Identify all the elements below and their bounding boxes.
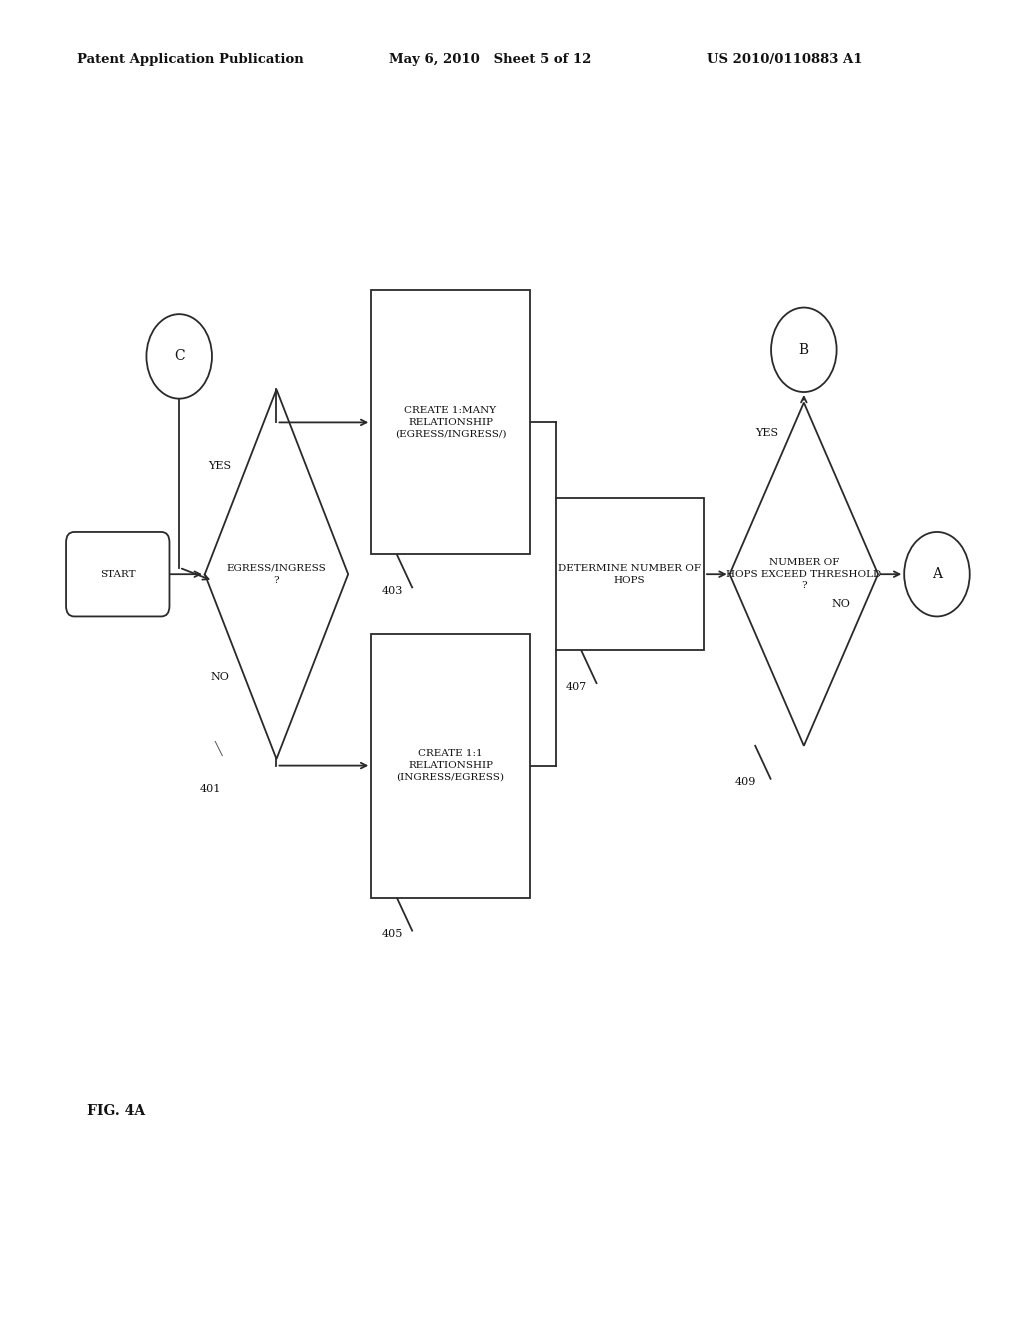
Text: 405: 405 <box>381 929 402 940</box>
Text: 409: 409 <box>735 777 756 788</box>
Bar <box>371 634 530 898</box>
Text: NUMBER OF
HOPS EXCEED THRESHOLD
?: NUMBER OF HOPS EXCEED THRESHOLD ? <box>726 558 882 590</box>
Text: 403: 403 <box>381 586 402 597</box>
Text: FIG. 4A: FIG. 4A <box>87 1105 145 1118</box>
Text: NO: NO <box>211 672 229 682</box>
Text: 407: 407 <box>565 681 587 692</box>
Text: YES: YES <box>755 428 778 438</box>
Bar <box>371 290 530 554</box>
Bar <box>555 499 705 651</box>
Text: DETERMINE NUMBER OF
HOPS: DETERMINE NUMBER OF HOPS <box>558 564 701 585</box>
Text: CREATE 1:1
RELATIONSHIP
(INGRESS/EGRESS): CREATE 1:1 RELATIONSHIP (INGRESS/EGRESS) <box>396 750 505 781</box>
Text: START: START <box>100 570 135 578</box>
Text: Patent Application Publication: Patent Application Publication <box>77 53 303 66</box>
Text: NO: NO <box>831 599 850 610</box>
Text: EGRESS/INGRESS
?: EGRESS/INGRESS ? <box>226 564 327 585</box>
Text: C: C <box>174 350 184 363</box>
Text: May 6, 2010   Sheet 5 of 12: May 6, 2010 Sheet 5 of 12 <box>389 53 592 66</box>
Text: CREATE 1:MANY
RELATIONSHIP
(EGRESS/INGRESS/): CREATE 1:MANY RELATIONSHIP (EGRESS/INGRE… <box>395 407 506 438</box>
FancyBboxPatch shape <box>66 532 170 616</box>
Text: B: B <box>799 343 809 356</box>
Text: US 2010/0110883 A1: US 2010/0110883 A1 <box>707 53 862 66</box>
Text: ╲: ╲ <box>215 741 222 755</box>
Text: 401: 401 <box>200 784 221 795</box>
Text: YES: YES <box>209 461 231 471</box>
Text: A: A <box>932 568 942 581</box>
